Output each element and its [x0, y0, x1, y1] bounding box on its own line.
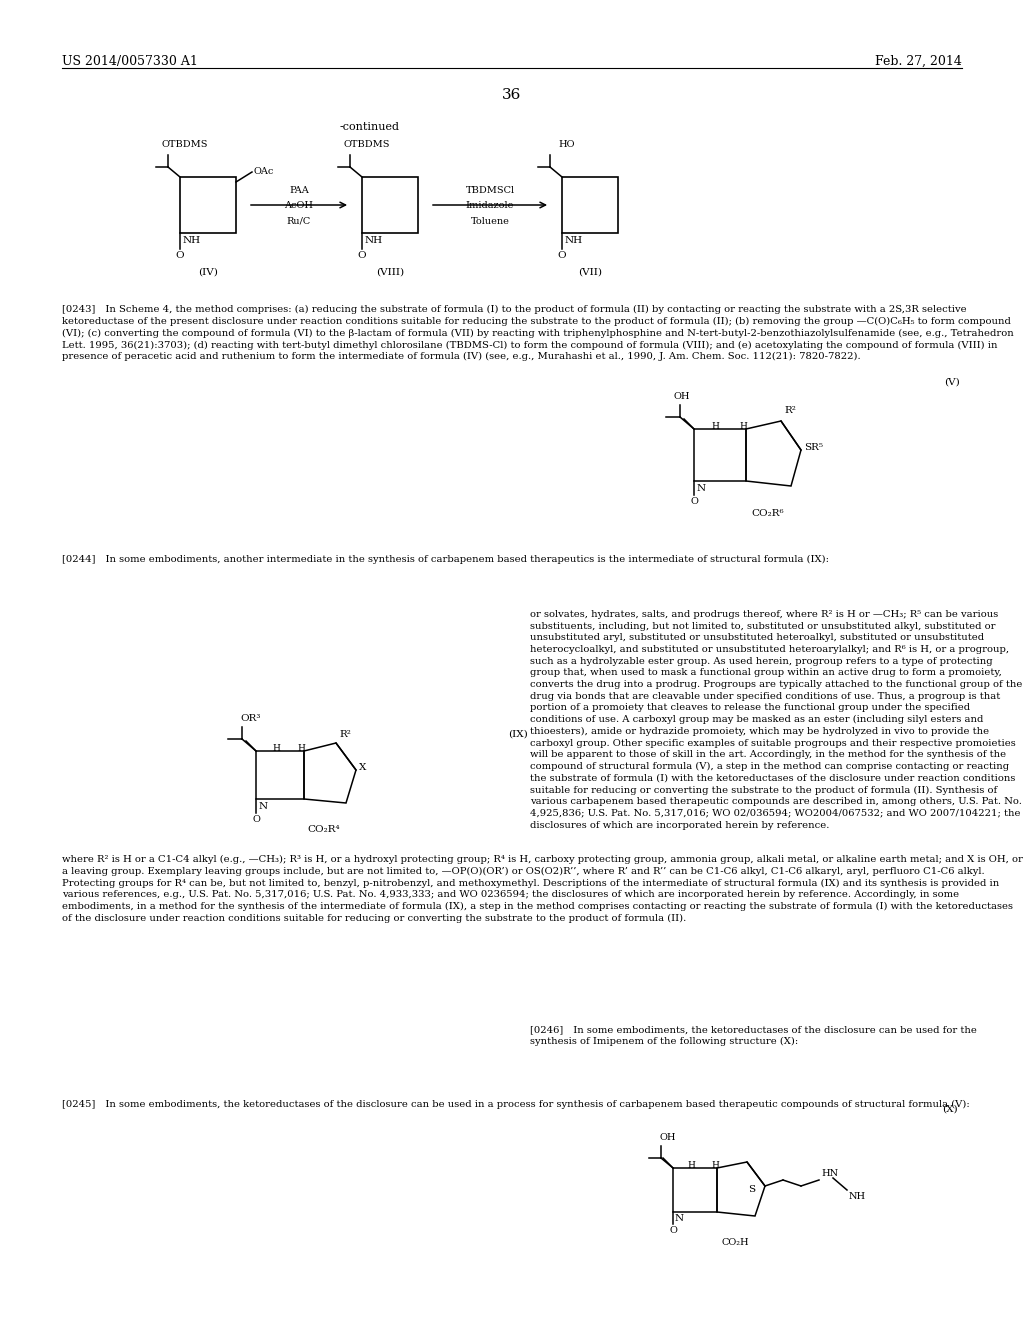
Text: NH: NH: [183, 236, 201, 246]
Text: O: O: [357, 251, 367, 260]
Text: NH: NH: [849, 1192, 866, 1201]
Text: (X): (X): [942, 1105, 958, 1114]
Text: -continued: -continued: [340, 121, 400, 132]
Text: CO₂H: CO₂H: [721, 1238, 749, 1247]
Text: PAA: PAA: [289, 186, 309, 195]
Text: CO₂R⁶: CO₂R⁶: [752, 510, 784, 517]
Text: Toluene: Toluene: [471, 216, 509, 226]
Text: Imidazole: Imidazole: [466, 201, 514, 210]
Text: NH: NH: [365, 236, 383, 246]
Text: 36: 36: [503, 88, 521, 102]
Text: O: O: [558, 251, 566, 260]
Text: H: H: [297, 744, 305, 752]
Text: R²: R²: [784, 407, 796, 414]
Text: O: O: [176, 251, 184, 260]
Text: H: H: [711, 1162, 719, 1170]
Text: OTBDMS: OTBDMS: [344, 140, 390, 149]
Text: X: X: [359, 763, 367, 771]
Text: N: N: [259, 803, 268, 810]
Text: TBDMSCl: TBDMSCl: [466, 186, 515, 195]
Text: O: O: [252, 814, 260, 824]
Text: H: H: [711, 422, 719, 432]
Text: Ru/C: Ru/C: [287, 216, 311, 226]
Text: S: S: [749, 1185, 756, 1195]
Text: [0243] In Scheme 4, the method comprises: (a) reducing the substrate of formula : [0243] In Scheme 4, the method comprises…: [62, 305, 1014, 362]
Text: HO: HO: [559, 140, 575, 149]
Text: (V): (V): [944, 378, 961, 387]
Text: OH: OH: [659, 1133, 676, 1142]
Text: N: N: [675, 1214, 684, 1224]
Text: O: O: [690, 498, 698, 506]
Text: OR³: OR³: [241, 714, 261, 723]
Text: H: H: [739, 422, 746, 432]
Text: US 2014/0057330 A1: US 2014/0057330 A1: [62, 55, 198, 69]
Text: AcOH: AcOH: [285, 201, 313, 210]
Text: where R² is H or a C1-C4 alkyl (e.g., —CH₃); R³ is H, or a hydroxyl protecting g: where R² is H or a C1-C4 alkyl (e.g., —C…: [62, 855, 1023, 923]
Text: H: H: [272, 744, 280, 752]
Text: SR⁵: SR⁵: [804, 442, 823, 451]
Text: (VIII): (VIII): [376, 268, 404, 277]
Text: R²: R²: [339, 730, 351, 739]
Text: OTBDMS: OTBDMS: [162, 140, 208, 149]
Text: HN: HN: [821, 1170, 838, 1177]
Text: NH: NH: [565, 236, 583, 246]
Text: (IV): (IV): [198, 268, 218, 277]
Text: (IX): (IX): [508, 730, 528, 739]
Text: O: O: [669, 1226, 677, 1236]
Text: Feb. 27, 2014: Feb. 27, 2014: [876, 55, 962, 69]
Text: H: H: [687, 1162, 695, 1170]
Text: OH: OH: [674, 392, 690, 401]
Text: [0246] In some embodiments, the ketoreductases of the disclosure can be used for: [0246] In some embodiments, the ketoredu…: [530, 1026, 977, 1045]
Text: (VII): (VII): [578, 268, 602, 277]
Text: or solvates, hydrates, salts, and prodrugs thereof, where R² is H or —CH₃; R⁵ ca: or solvates, hydrates, salts, and prodru…: [530, 610, 1022, 829]
Text: N: N: [697, 484, 707, 492]
Text: OAc: OAc: [254, 166, 274, 176]
Text: CO₂R⁴: CO₂R⁴: [307, 825, 340, 834]
Text: [0244] In some embodiments, another intermediate in the synthesis of carbapenem : [0244] In some embodiments, another inte…: [62, 554, 829, 564]
Text: [0245] In some embodiments, the ketoreductases of the disclosure can be used in : [0245] In some embodiments, the ketoredu…: [62, 1100, 970, 1109]
